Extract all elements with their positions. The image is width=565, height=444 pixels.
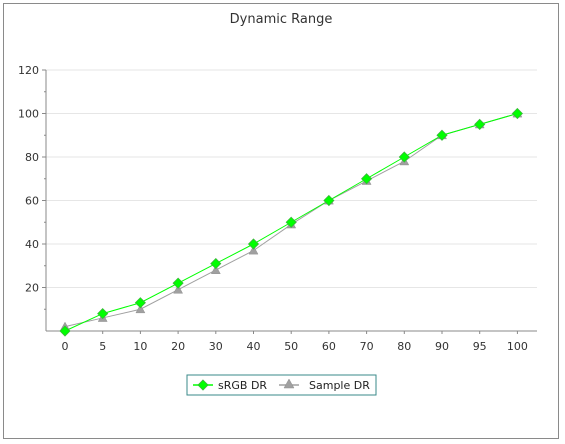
y-tick-label: 40 (25, 238, 39, 251)
x-tick-label: 95 (473, 340, 487, 353)
data-point-srgb (511, 107, 523, 120)
x-tick-label: 20 (171, 340, 185, 353)
legend-marker-triangle (283, 378, 295, 389)
x-tick-label: 70 (360, 340, 374, 353)
data-point-srgb (210, 258, 222, 270)
y-tick-label: 80 (25, 151, 39, 164)
data-point-srgb (323, 194, 335, 207)
x-tick-label: 5 (99, 340, 106, 353)
data-point-sample (248, 245, 259, 255)
y-tick-label: 100 (18, 108, 39, 121)
data-point-sample (210, 265, 221, 274)
x-tick-label: 10 (133, 340, 147, 353)
data-point-sample (135, 304, 146, 314)
data-point-srgb (247, 238, 260, 250)
legend: sRGB DR Sample DR (186, 374, 377, 396)
data-point-srgb (285, 216, 297, 228)
x-tick-label: 0 (62, 340, 69, 353)
x-tick-label: 80 (397, 340, 411, 353)
data-point-srgb (436, 129, 448, 141)
data-point-srgb (474, 118, 486, 130)
x-tick-label: 90 (435, 340, 449, 353)
y-tick-label: 120 (18, 64, 39, 77)
data-point-srgb (97, 308, 109, 320)
chart-title: Dynamic Range (230, 12, 333, 27)
x-tick-label: 100 (507, 340, 528, 353)
legend-label: Sample DR (309, 379, 370, 392)
data-point-srgb (134, 297, 146, 309)
legend-marker-diamond (197, 379, 209, 391)
chart-frame (3, 3, 559, 439)
y-tick-label: 20 (25, 282, 39, 295)
y-tick-label: 60 (25, 195, 39, 208)
data-point-srgb (361, 173, 373, 185)
series-layer (59, 107, 523, 337)
x-tick-label: 30 (209, 340, 223, 353)
data-point-srgb (59, 325, 71, 337)
data-point-srgb (172, 277, 184, 289)
x-tick-label: 40 (247, 340, 261, 353)
data-point-sample (173, 284, 184, 294)
x-tick-label: 60 (322, 340, 336, 353)
x-tick-label: 50 (284, 340, 298, 353)
legend-label: sRGB DR (218, 379, 267, 392)
data-point-srgb (398, 151, 410, 163)
axes: 20 40 60 80 100 120 0 5 10 20 30 40 50 60 70 80 90 95 100 (18, 64, 537, 353)
grid (46, 69, 537, 288)
